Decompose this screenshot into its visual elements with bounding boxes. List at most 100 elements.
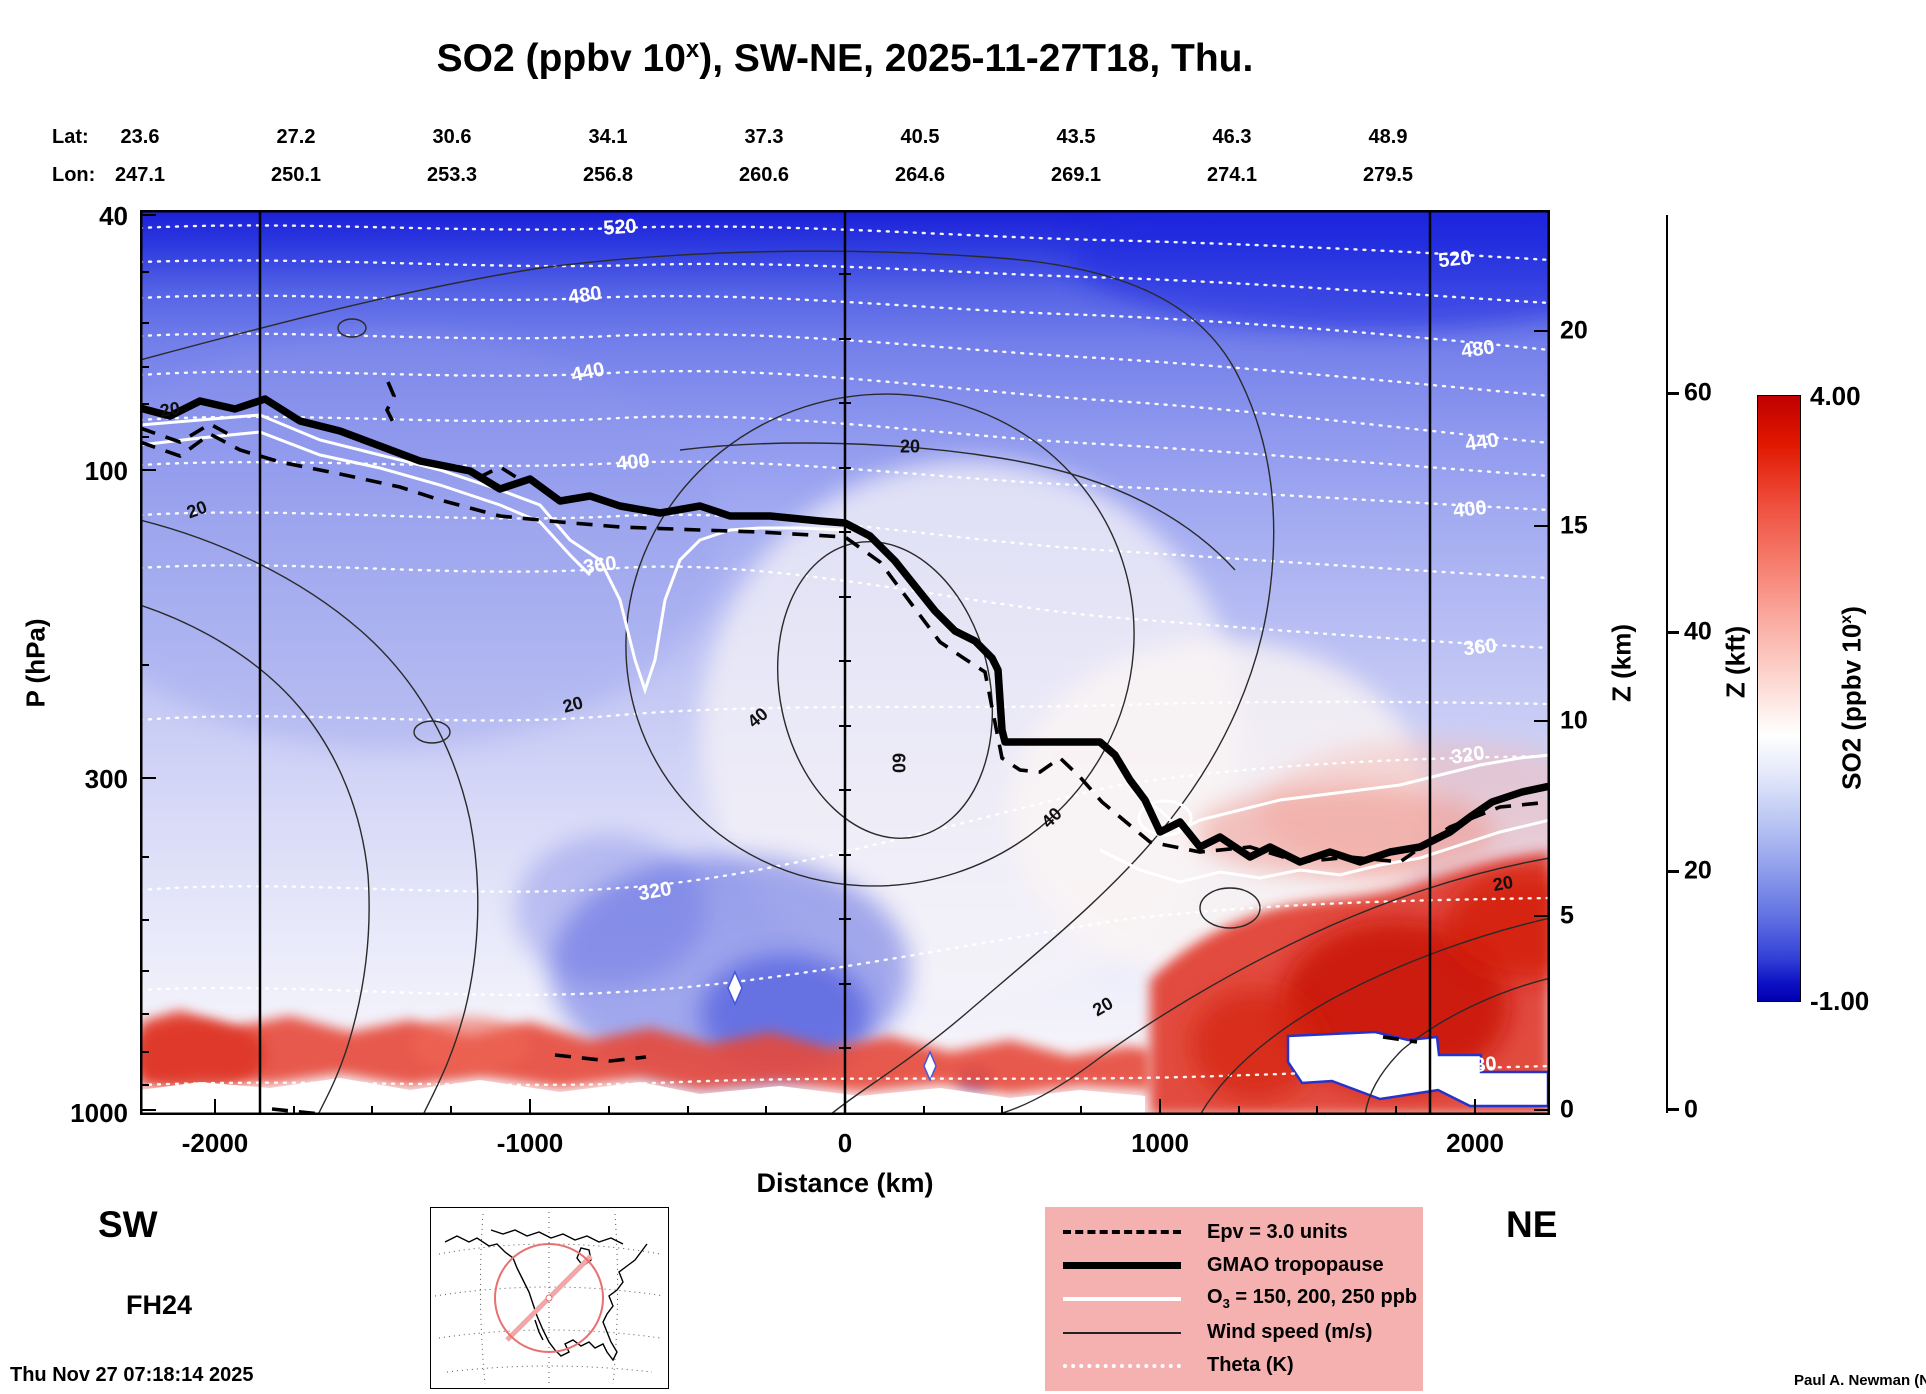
pressure-tick: 100 [84, 456, 128, 486]
zkft-axis-label: Z (kft) [1720, 625, 1751, 699]
zkft-tickmark [1666, 392, 1679, 395]
legend-box: Epv = 3.0 units GMAO tropopause O3 = 150… [1045, 1207, 1423, 1391]
map-inset-canvas [434, 1212, 665, 1386]
zkm-tick: 15 [1560, 511, 1588, 540]
lat-value: 43.5 [1056, 126, 1096, 148]
distance-tick: 1000 [1131, 1128, 1189, 1158]
lat-value: 48.9 [1368, 126, 1408, 148]
theta-contours [140, 224, 1550, 1087]
distance-axis-label: Distance (km) [756, 1168, 934, 1198]
zkft-tick: 20 [1684, 856, 1712, 885]
colorbar-max-value: 4.00 [1810, 381, 1861, 411]
colorbar-min-value: -1.00 [1810, 986, 1870, 1016]
legend-label: Epv = 3.0 units [1207, 1220, 1348, 1243]
distance-tick: -1000 [496, 1128, 564, 1158]
chart-title-superscript: x [685, 36, 700, 63]
waypoint-lines [258, 210, 1432, 1115]
lat-value: 34.1 [588, 126, 628, 148]
creation-timestamp: Thu Nov 27 07:18:14 2025 [10, 1364, 254, 1386]
map-center-dot [545, 1294, 553, 1302]
lon-value: 250.1 [270, 164, 322, 186]
credit-text: Paul A. Newman (NASA [1794, 1372, 1926, 1389]
legend-item-ozone: O3 = 150, 200, 250 ppb [1045, 1286, 1423, 1311]
legend-item-wind: Wind speed (m/s) [1045, 1321, 1423, 1344]
forecast-hour-label: FH24 [126, 1290, 193, 1320]
cross-section-plot: 520 520 480 480 440 440 400 400 360 360 320 320 280 2… [140, 210, 1550, 1115]
so2-colorbar [1757, 395, 1801, 1002]
legend-label: GMAO tropopause [1207, 1253, 1384, 1276]
ozone-label-subscript: 3 [1222, 1296, 1230, 1312]
zkft-tickmark [1666, 631, 1679, 634]
ozone-contours [140, 413, 1550, 884]
lon-value: 247.1 [114, 164, 166, 186]
lat-axis-label: Lat: [52, 126, 89, 148]
distance-tick: -2000 [181, 1128, 249, 1158]
zkft-tick: 60 [1684, 378, 1712, 407]
legend-item-theta: Theta (K) [1045, 1354, 1423, 1377]
lon-value: 260.6 [738, 164, 790, 186]
pressure-tick: 1000 [70, 1098, 128, 1128]
legend-label: Wind speed (m/s) [1207, 1321, 1373, 1344]
lat-value: 46.3 [1212, 126, 1252, 148]
epv-contours [140, 381, 1550, 1115]
pressure-axis-label: P (hPa) [20, 618, 51, 708]
lon-axis-label: Lon: [52, 164, 96, 186]
lat-value: 30.6 [432, 126, 472, 148]
zkm-tick: 5 [1560, 901, 1574, 930]
dashed-line-sample [1063, 1230, 1181, 1235]
legend-label: Theta (K) [1207, 1354, 1294, 1377]
ozone-label-post: = 150, 200, 250 ppb [1229, 1286, 1418, 1309]
map-coastlines [444, 1229, 648, 1362]
lon-value: 264.6 [894, 164, 946, 186]
chart-title-post: ), SW-NE, 2025-11-27T18, Thu. [699, 37, 1254, 80]
lon-value: 274.1 [1206, 164, 1258, 186]
dotted-line-sample [1063, 1363, 1181, 1368]
lon-value: 269.1 [1050, 164, 1102, 186]
lat-value: 40.5 [900, 126, 940, 148]
zkft-tickmark [1666, 870, 1679, 873]
lat-value: 37.3 [744, 126, 784, 148]
zkft-tickmark [1666, 1108, 1679, 1111]
zkm-tick: 10 [1560, 706, 1588, 735]
lat-value: 27.2 [276, 126, 316, 148]
white-line-sample [1063, 1296, 1181, 1301]
colorbar-label-pre: SO2 (ppbv 10 [1836, 623, 1867, 790]
colorbar-label: SO2 (ppbv 10x) [1837, 606, 1868, 790]
zkm-tick: 0 [1560, 1095, 1574, 1124]
ne-corner-label: NE [1506, 1204, 1558, 1245]
distance-tick: 2000 [1446, 1128, 1504, 1158]
chart-title: SO2 (ppbv 10x), SW-NE, 2025-11-27T18, Th… [437, 36, 1254, 81]
ozone-label-pre: O [1207, 1286, 1223, 1309]
chart-title-pre: SO2 (ppbv 10 [436, 37, 686, 80]
colorbar-label-post: ) [1836, 606, 1867, 615]
sw-corner-label: SW [98, 1204, 158, 1245]
zkm-tick: 20 [1560, 316, 1588, 345]
distance-tick: 0 [837, 1128, 853, 1158]
zkft-tick: 0 [1684, 1095, 1698, 1124]
map-range-circle [494, 1243, 604, 1353]
wind-speed-contours [140, 250, 1550, 1115]
legend-label: O3 = 150, 200, 250 ppb [1207, 1286, 1417, 1311]
zkft-tick: 40 [1684, 617, 1712, 646]
lat-values-row: 23.6 27.2 30.6 34.1 37.3 40.5 43.5 46.3 … [62, 126, 1466, 149]
legend-item-epv: Epv = 3.0 units [1045, 1221, 1423, 1244]
plot-border [140, 210, 1550, 1115]
pressure-tick: 300 [84, 764, 128, 794]
colorbar-label-superscript: x [1837, 614, 1855, 624]
lon-values-row: 247.1 250.1 253.3 256.8 260.6 264.6 269.… [62, 164, 1466, 187]
thin-line-sample [1063, 1331, 1181, 1334]
lat-value: 23.6 [120, 126, 160, 148]
zkm-axis-label: Z (km) [1606, 624, 1637, 702]
thick-line-sample [1063, 1261, 1181, 1269]
lon-value: 256.8 [582, 164, 634, 186]
transect-map-inset [430, 1207, 669, 1389]
so2-field-canvas [140, 210, 1550, 1115]
gmao-tropopause-line [140, 395, 1550, 866]
lon-value: 253.3 [426, 164, 478, 186]
pressure-tick: 40 [99, 201, 128, 231]
legend-item-tropopause: GMAO tropopause [1045, 1254, 1423, 1277]
axis-ticks [140, 214, 1550, 1115]
lon-value: 279.5 [1362, 164, 1414, 186]
zkft-axis-line [1666, 215, 1668, 1113]
